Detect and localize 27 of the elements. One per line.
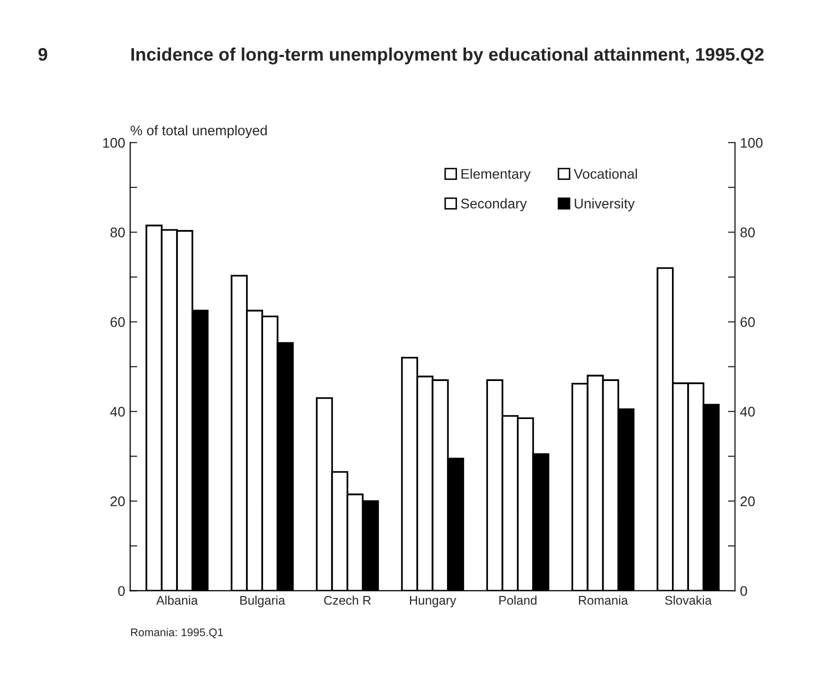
legend-label: Vocational bbox=[574, 168, 637, 179]
y2-tick-label: 40 bbox=[740, 406, 755, 417]
y-tick-label: 0 bbox=[118, 586, 125, 596]
text: 9 bbox=[38, 48, 48, 61]
y-tick-label: 40 bbox=[110, 406, 125, 417]
y-tick-label: 80 bbox=[110, 228, 125, 238]
x-tick-label: Czech R bbox=[324, 596, 371, 605]
x-tick-label: Romania bbox=[578, 596, 628, 605]
y2-tick-label: 20 bbox=[740, 496, 755, 506]
legend-label: University bbox=[574, 198, 635, 212]
text: Romania: 1995.Q1 bbox=[131, 628, 223, 638]
chart-title: Incidence of long-term unemployment by educational attainment, 1995.Q2 bbox=[131, 48, 764, 64]
x-tick-label: Bulgaria bbox=[240, 596, 286, 608]
x-tick-label: Poland bbox=[499, 596, 536, 605]
y2-tick-label: 0 bbox=[740, 586, 748, 596]
y-axis-title: % of total unemployed bbox=[130, 125, 267, 138]
y2-tick-label: 80 bbox=[740, 228, 755, 238]
y-tick-label: 100 bbox=[103, 138, 125, 148]
y-tick-label: 60 bbox=[110, 317, 125, 328]
y2-tick-label: 60 bbox=[740, 317, 755, 328]
legend-label: Elementary bbox=[462, 168, 531, 182]
y2-tick-label: 100 bbox=[740, 138, 762, 148]
x-tick-label: Slovakia bbox=[665, 596, 712, 605]
x-tick-label: Albania bbox=[156, 596, 198, 605]
legend-label: Secondary bbox=[461, 198, 527, 212]
x-tick-label: Hungary bbox=[410, 596, 456, 608]
y-tick-label: 20 bbox=[110, 496, 125, 506]
